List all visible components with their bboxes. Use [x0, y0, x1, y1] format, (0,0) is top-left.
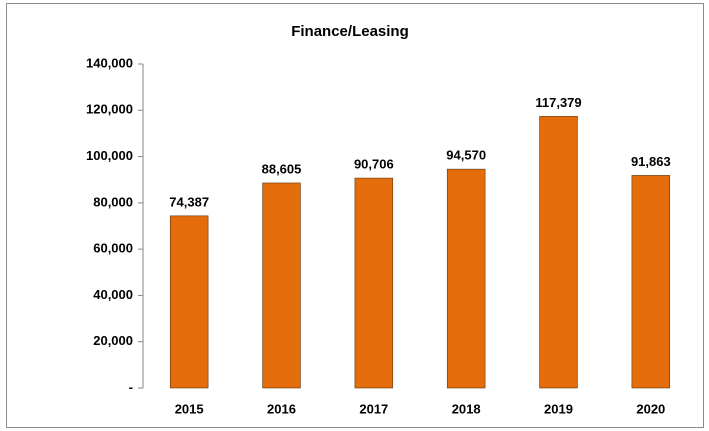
chart-title: Finance/Leasing: [291, 23, 409, 40]
x-tick-label: 2015: [175, 401, 204, 416]
bar: [354, 177, 394, 389]
value-label: 91,863: [631, 154, 671, 169]
bar: [539, 116, 578, 389]
x-tick-label: 2017: [359, 401, 388, 416]
bar: [262, 182, 301, 389]
bar: [169, 215, 209, 389]
y-tick-label: 100,000: [86, 148, 133, 163]
y-tick-label: 40,000: [93, 287, 133, 302]
value-label: 117,379: [535, 95, 581, 110]
x-tick-label: 2020: [636, 401, 665, 416]
value-label: 74,387: [169, 194, 209, 209]
value-label: 88,605: [262, 161, 302, 176]
x-tick-label: 2018: [452, 401, 481, 416]
y-tick-label: 120,000: [86, 102, 133, 117]
y-tick-label: 60,000: [93, 241, 133, 256]
y-tick-label: 20,000: [93, 333, 133, 348]
y-tick-label: 140,000: [86, 55, 133, 70]
value-label: 94,570: [446, 148, 486, 163]
bar: [631, 175, 671, 389]
y-tick-label: 80,000: [93, 194, 133, 209]
y-tick-label: -: [129, 379, 133, 394]
bar: [446, 168, 486, 389]
x-tick-label: 2019: [544, 401, 573, 416]
value-label: 90,706: [354, 157, 394, 172]
x-tick-label: 2016: [267, 401, 296, 416]
